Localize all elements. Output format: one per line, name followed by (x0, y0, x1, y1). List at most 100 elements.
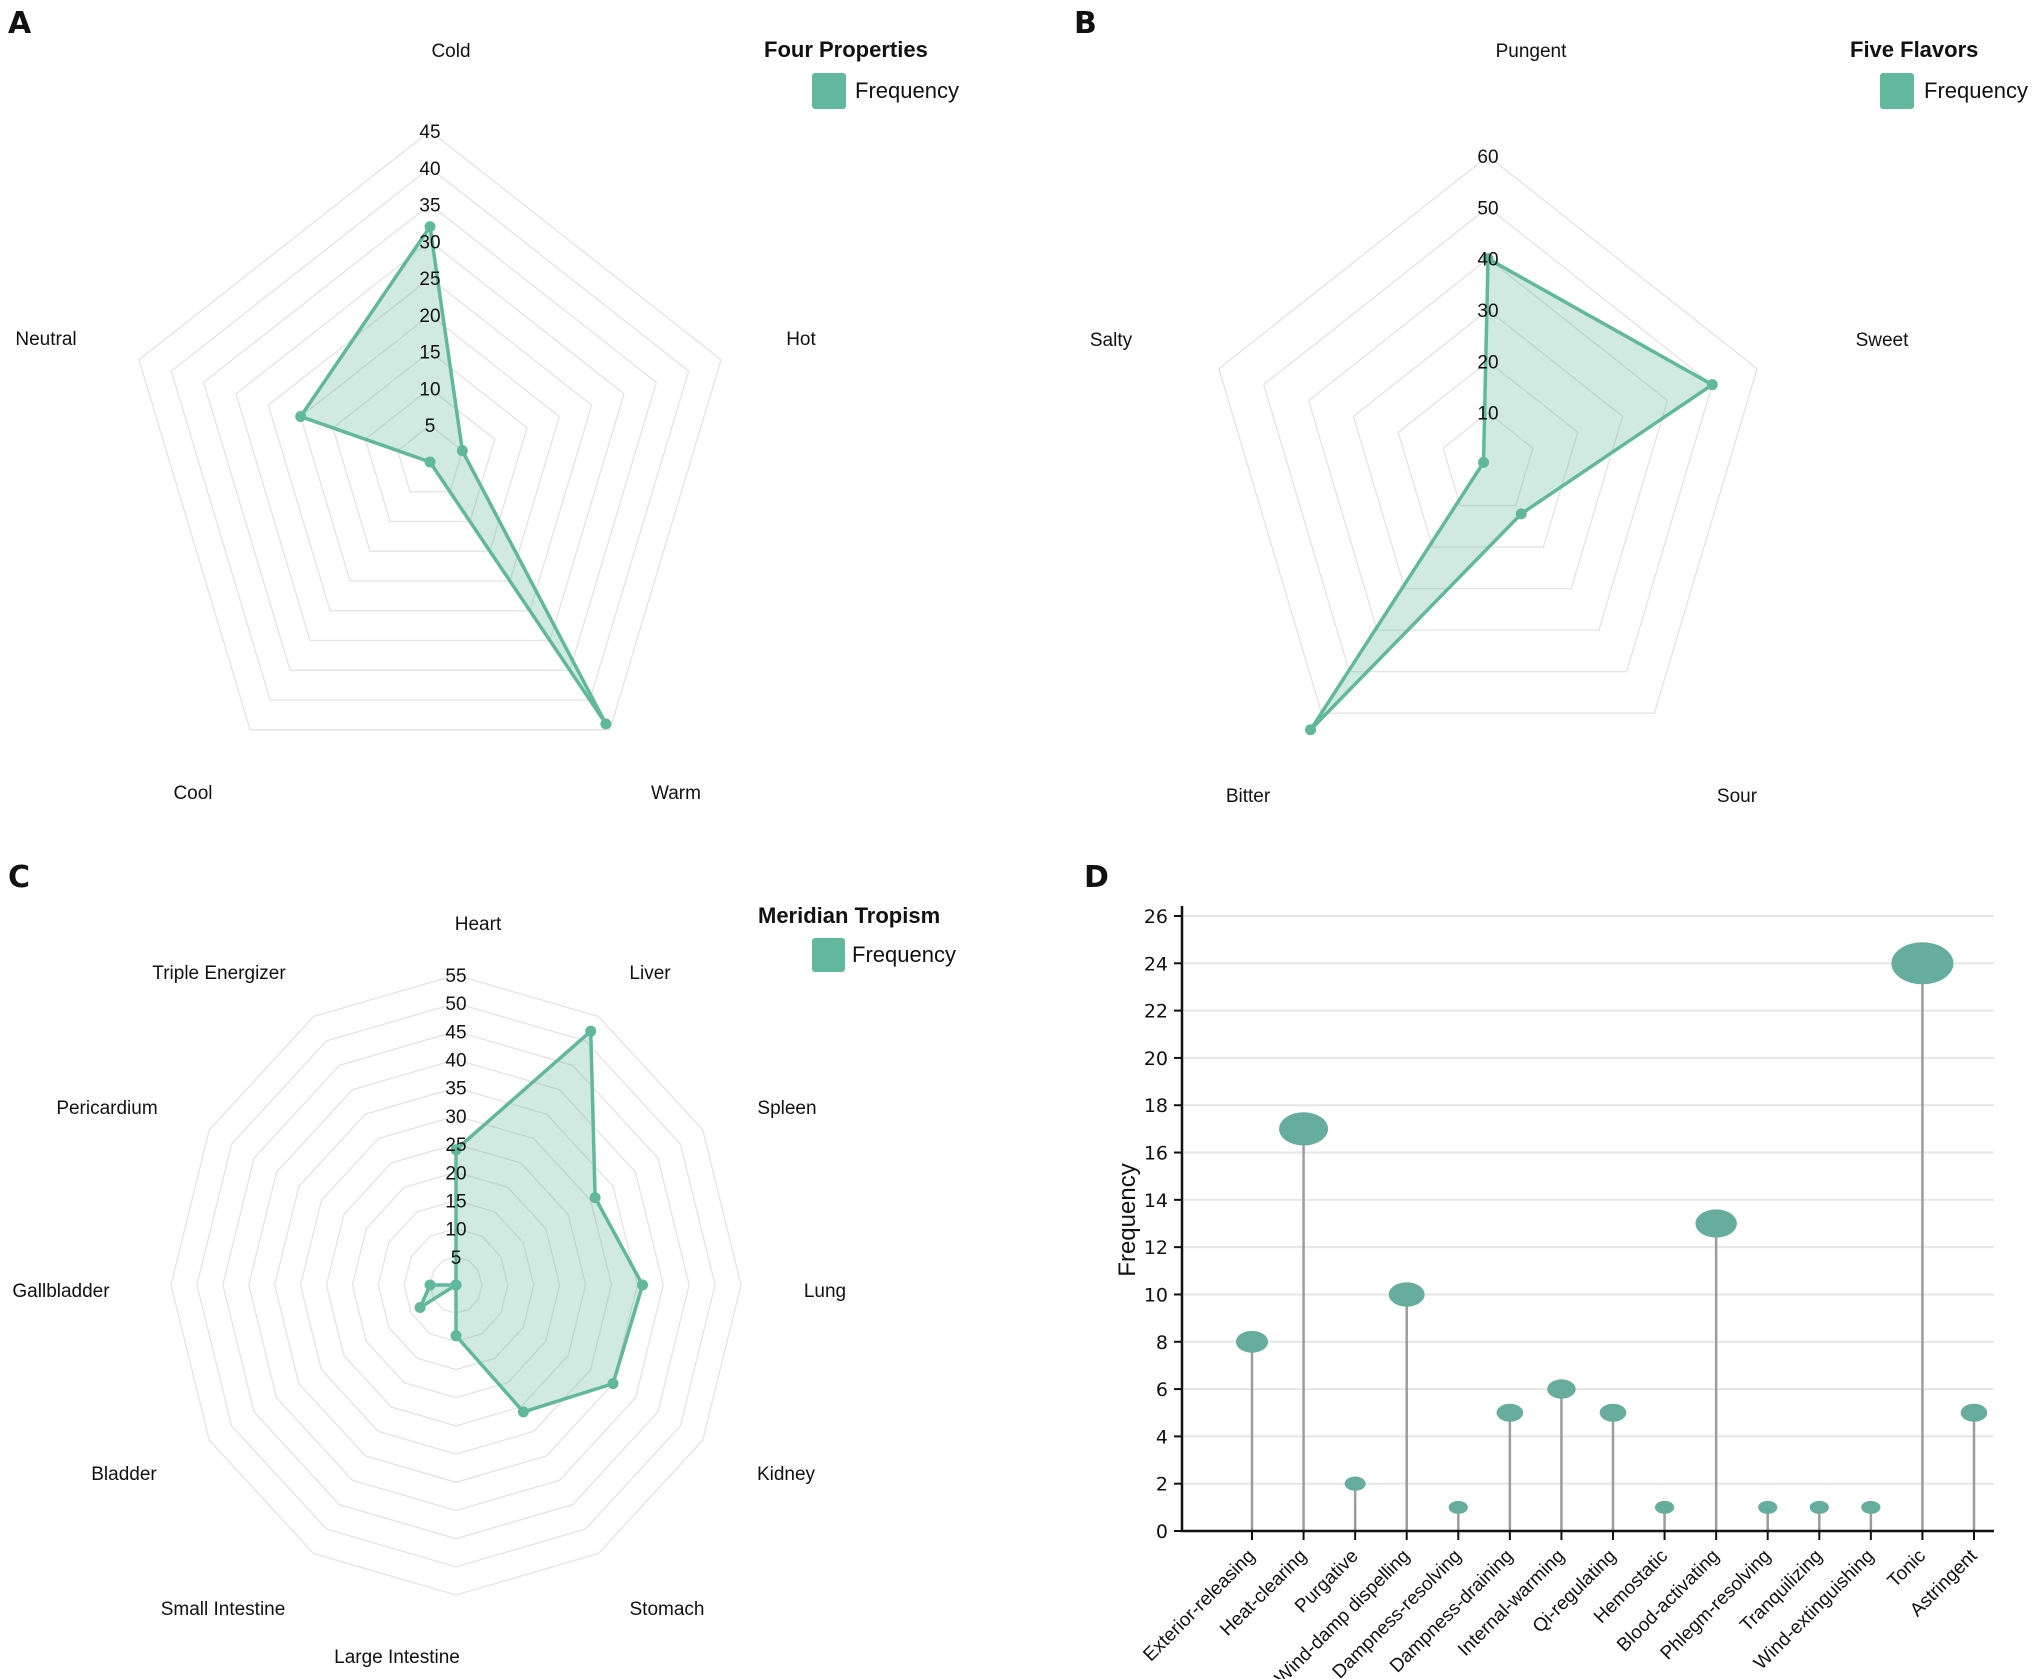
radar-area-frequency (1308, 256, 1715, 732)
grid-ring-10 (403, 1227, 509, 1343)
tick-label-25: 25 (445, 1135, 466, 1156)
x-tick-label-tonic: Tonic (1884, 1546, 1930, 1592)
radar-series (295, 221, 612, 730)
legend-label: Frequency (855, 78, 959, 103)
dot-hemostatic (1654, 1500, 1675, 1514)
tick-label-40: 40 (419, 159, 440, 180)
legend-swatch (812, 73, 846, 109)
y-tick-label-20: 20 (1144, 1048, 1168, 1070)
gridlines (1184, 915, 1994, 1485)
data-point-large-intestine (450, 1330, 462, 1342)
axis-label-sweet: Sweet (1856, 330, 1910, 351)
dot-tonic (1891, 942, 1954, 985)
y-tick-label-8: 8 (1156, 1332, 1168, 1354)
radar-axis-labels: Heart Liver Spleen Lung Kidney Stomach Large I… (12, 914, 846, 1668)
panel-letter-b: B (1074, 6, 1097, 41)
data-point-triple-energizer (450, 1279, 462, 1291)
dot-wind-extinguishing (1861, 1500, 1881, 1514)
data-point-warm (600, 718, 612, 730)
grid-ring-50 (196, 1002, 716, 1568)
y-tick-label-6: 6 (1156, 1379, 1168, 1401)
tick-label-25: 25 (419, 269, 440, 290)
dot-purgative (1344, 1476, 1366, 1491)
tick-label-15: 15 (419, 343, 440, 364)
legend-swatch (812, 938, 845, 972)
data-point-bladder (414, 1302, 426, 1314)
axis-label-heart: Heart (455, 914, 502, 935)
radar-area-frequency (298, 224, 608, 726)
y-tick-label-16: 16 (1144, 1143, 1168, 1165)
grid-ring-35 (273, 1087, 639, 1483)
legend-label: Frequency (1924, 78, 2028, 103)
grid-ring-10 (364, 387, 496, 523)
dot-astringent (1960, 1403, 1988, 1422)
tick-label-5: 5 (451, 1248, 462, 1269)
axis-label-large-intestine: Large Intestine (334, 1647, 460, 1668)
axis-label-stomach: Stomach (630, 1599, 705, 1620)
radial-tick-labels: 5 10 15 20 25 30 35 40 45 50 55 (445, 966, 466, 1269)
data-point-cold (424, 221, 436, 233)
x-axis-ticks: Exterior-releasingHeat-clearingPurgative… (1139, 1531, 1982, 1679)
y-tick-label-4: 4 (1156, 1426, 1168, 1448)
tick-label-20: 20 (419, 306, 440, 327)
tick-label-50: 50 (1477, 198, 1498, 219)
tick-label-10: 10 (1477, 404, 1498, 425)
grid-ring-20 (299, 314, 561, 582)
axis-label-lung: Lung (804, 1281, 846, 1302)
grid-ring-10 (1442, 411, 1534, 507)
grid-ring-25 (325, 1143, 587, 1427)
legend-title: Meridian Tropism (758, 903, 940, 928)
grid-ring-5 (396, 424, 464, 493)
legend: Four Properties Frequency (764, 37, 959, 109)
radar-grid (1218, 155, 1758, 714)
dot-phlegm-resolving (1758, 1500, 1778, 1514)
radar-series (1305, 253, 1718, 736)
y-tick-label-22: 22 (1144, 1001, 1168, 1023)
panel-letter-a: A (8, 6, 32, 41)
axis-label-kidney: Kidney (757, 1464, 816, 1485)
data-point-sour (1515, 508, 1527, 520)
axis-label-pungent: Pungent (1496, 41, 1568, 62)
y-tick-label-2: 2 (1156, 1474, 1168, 1496)
legend-swatch (1880, 73, 1914, 109)
dot-tranquilizing (1809, 1500, 1829, 1514)
grid-ring-15 (332, 350, 528, 552)
tick-label-10: 10 (445, 1220, 466, 1241)
axis-label-bladder: Bladder (91, 1464, 157, 1485)
tick-label-40: 40 (445, 1051, 466, 1072)
grid-ring-50 (1262, 206, 1714, 673)
tick-label-30: 30 (445, 1107, 466, 1128)
tick-label-30: 30 (1477, 301, 1498, 322)
tick-label-10: 10 (419, 379, 440, 400)
panel-letter-d: D (1084, 860, 1109, 895)
panel-a-four-properties: A 5 10 15 20 25 30 35 40 45 Cold Hot Warm Cool Neutr… (8, 6, 959, 804)
dot-exterior-releasing (1235, 1330, 1269, 1353)
data-point-pungent (1482, 253, 1494, 265)
data-point-spleen (589, 1192, 601, 1204)
grid-ring-15 (377, 1199, 535, 1371)
radial-tick-labels: 5 10 15 20 25 30 35 40 45 (419, 122, 440, 437)
y-axis-label: Frequency (1114, 1163, 1141, 1276)
y-tick-label-12: 12 (1144, 1237, 1168, 1259)
grid-ring-35 (202, 203, 658, 671)
grid-ring-40 (170, 166, 690, 701)
legend: Five Flavors Frequency (1850, 37, 2028, 109)
grid-ring-25 (267, 277, 593, 612)
panel-b-five-flavors: B 10 20 30 40 50 60 Pungent Sweet Sour Bitter Sal… (1074, 6, 2028, 807)
grid-ring-45 (138, 130, 722, 731)
dot-dampness-draining (1496, 1403, 1524, 1422)
radial-tick-labels: 10 20 30 40 50 60 (1477, 147, 1498, 425)
dot-qi-regulating (1599, 1403, 1627, 1422)
y-tick-label-0: 0 (1156, 1521, 1168, 1543)
radar-grid (170, 974, 742, 1596)
tick-label-20: 20 (445, 1163, 466, 1184)
grid-ring-45 (222, 1030, 690, 1540)
data-point-kidney (607, 1378, 619, 1390)
legend-title: Five Flavors (1850, 37, 1978, 62)
grid-ring-40 (1307, 257, 1669, 631)
data-point-cool (424, 456, 436, 468)
data-point-neutral (295, 411, 307, 423)
